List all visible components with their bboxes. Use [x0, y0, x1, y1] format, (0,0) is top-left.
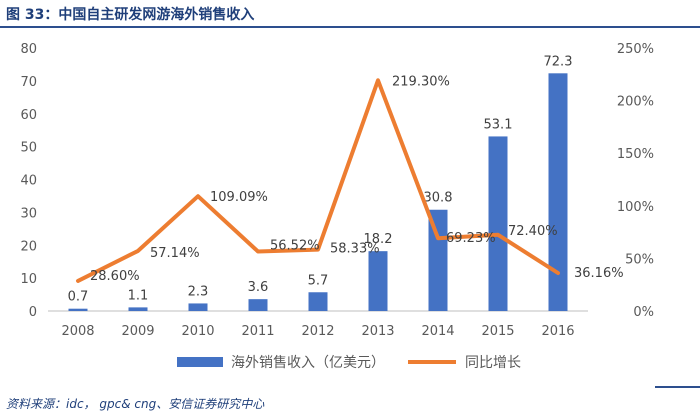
line-value-label: 58.33% — [330, 242, 380, 257]
x-tick-label: 2016 — [541, 324, 574, 339]
bar-value-label: 18.2 — [364, 232, 393, 247]
bar-value-label: 2.3 — [188, 284, 209, 299]
x-tick-label: 2015 — [481, 324, 514, 339]
y-left-tick-label: 50 — [20, 141, 37, 156]
line-data-labels: 28.60% 57.14% 109.09% 56.52% 58.33% 219.30% 69… — [90, 74, 624, 284]
x-tick-label: 2011 — [241, 324, 274, 339]
legend: 海外销售收入（亿美元） 同比增长 — [177, 355, 521, 371]
line-value-label: 56.52% — [270, 239, 320, 254]
footer-rule — [655, 386, 700, 388]
bar — [488, 136, 508, 311]
y-right-tick-label: 150% — [617, 147, 654, 162]
line-value-label: 28.60% — [90, 269, 140, 284]
bar-data-labels: 0.7 1.1 2.3 3.6 5.7 18.2 30.8 53.1 72.3 — [68, 54, 573, 304]
bar — [548, 73, 568, 311]
y-left-tick-label: 80 — [20, 42, 37, 57]
bar-value-label: 53.1 — [484, 117, 513, 132]
legend-line-label: 同比增长 — [465, 355, 521, 371]
x-tick-label: 2013 — [361, 324, 394, 339]
bar — [128, 307, 148, 311]
title-rule — [0, 26, 700, 28]
line-value-label: 36.16% — [574, 266, 624, 281]
growth-line — [76, 78, 560, 283]
line-value-label: 109.09% — [210, 190, 268, 205]
bar — [308, 292, 328, 311]
y-right-tick-label: 0% — [633, 305, 654, 320]
x-axis: 2008 2009 2010 2011 2012 2013 2014 2015 2016 — [61, 324, 574, 339]
line-value-label: 72.40% — [508, 224, 558, 239]
bar-value-label: 5.7 — [308, 273, 329, 288]
bar-value-label: 1.1 — [128, 288, 149, 303]
bar — [188, 303, 208, 311]
figure-title: 图 33：中国自主研发网游海外销售收入 — [6, 7, 255, 23]
y-right-tick-label: 200% — [617, 95, 654, 110]
legend-bar-label: 海外销售收入（亿美元） — [231, 355, 385, 371]
bar-value-label: 0.7 — [68, 290, 89, 305]
legend-bar-swatch — [177, 357, 223, 367]
y-left-tick-label: 0 — [29, 305, 37, 320]
source-note: 资料来源：idc， gpc& cng、安信证券研究中心 — [6, 397, 265, 411]
y-right-tick-label: 50% — [625, 252, 654, 267]
line-value-label: 69.23% — [446, 231, 496, 246]
x-tick-label: 2014 — [421, 324, 454, 339]
line-value-label: 57.14% — [150, 246, 200, 261]
y-left-tick-label: 20 — [20, 239, 37, 254]
y-left-tick-label: 10 — [20, 272, 37, 287]
x-tick-label: 2009 — [121, 324, 154, 339]
bar — [68, 308, 88, 311]
y-left-tick-label: 30 — [20, 206, 37, 221]
y-left-tick-label: 60 — [20, 108, 37, 123]
line-series — [76, 78, 560, 283]
y-left-tick-label: 40 — [20, 174, 37, 189]
bar — [248, 299, 268, 311]
bar-value-label: 3.6 — [248, 280, 269, 295]
line-value-label: 219.30% — [392, 74, 450, 89]
bar — [368, 251, 388, 311]
bar-series — [68, 73, 568, 311]
y-right-axis: 0% 50% 100% 150% 200% 250% — [617, 42, 654, 320]
bar — [428, 209, 448, 311]
x-tick-label: 2008 — [61, 324, 94, 339]
y-left-tick-label: 70 — [20, 75, 37, 90]
bar-value-label: 72.3 — [544, 54, 573, 69]
y-left-axis: 0 10 20 30 40 50 60 70 80 — [20, 42, 37, 320]
x-tick-label: 2010 — [181, 324, 214, 339]
y-right-tick-label: 250% — [617, 42, 654, 57]
bar-value-label: 30.8 — [424, 191, 453, 206]
x-tick-label: 2012 — [301, 324, 334, 339]
y-right-tick-label: 100% — [617, 200, 654, 215]
